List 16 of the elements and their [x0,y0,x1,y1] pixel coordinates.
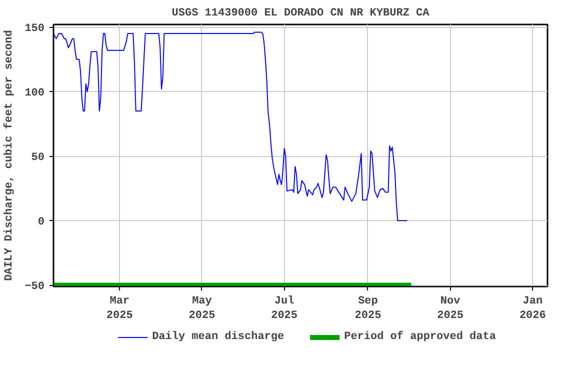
x-tick-label: May 2025 [188,296,216,322]
x-tick-label: Sep 2025 [354,296,382,322]
y-tick-label: 0 [38,216,45,229]
y-tick-label: 100 [24,88,45,100]
y-tick-label: 150 [24,23,45,36]
x-tick-label: Jul 2025 [271,296,298,322]
y-axis-title: DAILY Discharge, cubic feet per second [2,30,16,281]
line-series [54,32,408,222]
y-tick-label: 50 [31,152,44,164]
legend-label: Daily mean discharge [152,331,284,343]
chart-title: USGS 11439000 EL DORADO CN NR KYBURZ CA [172,8,430,20]
x-tick-label: Mar 2025 [106,296,134,322]
y-tick-label: −50 [24,281,45,294]
legend-label: Period of approved data [344,331,496,343]
x-tick-label: Jan 2026 [519,296,546,322]
x-tick-label: Nov 2025 [437,296,464,322]
